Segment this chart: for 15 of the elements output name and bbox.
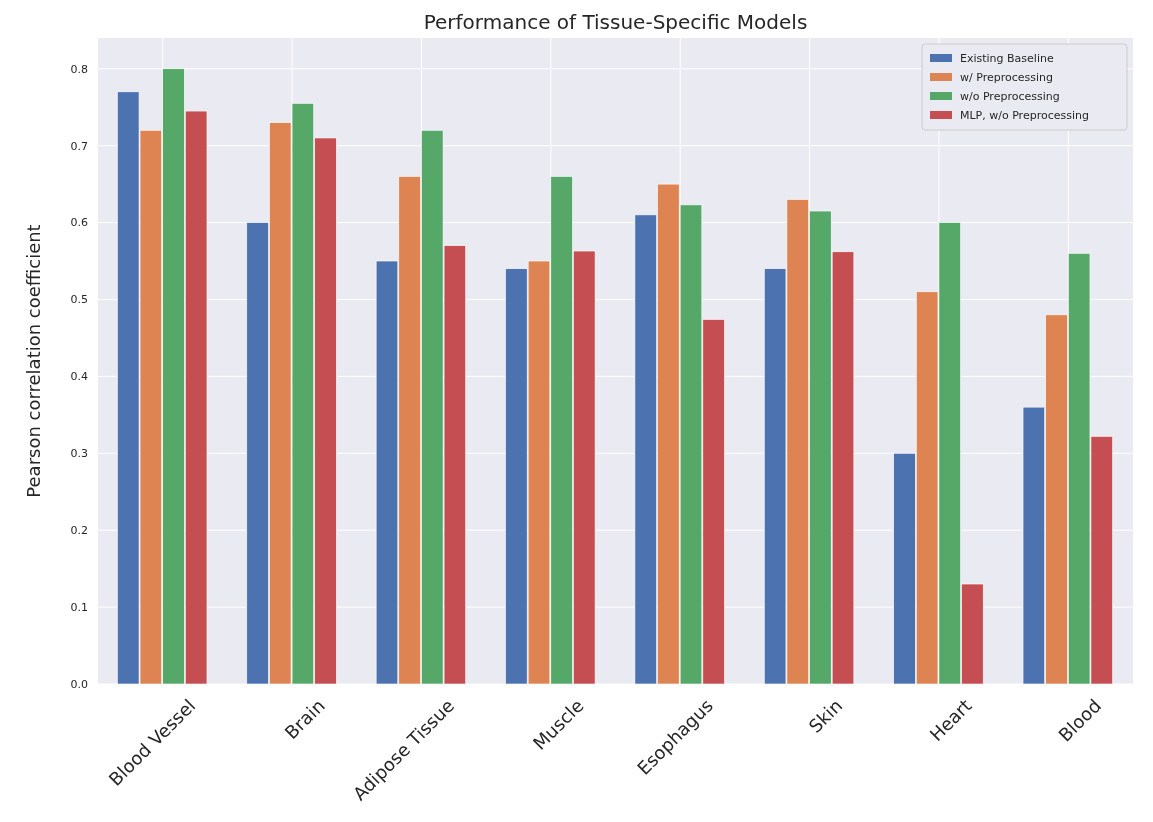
legend-label: w/ Preprocessing	[960, 70, 1053, 84]
y-tick-label: 0.4	[70, 370, 88, 384]
y-tick-label: 0.3	[70, 447, 88, 461]
y-tick-label: 0.7	[70, 139, 88, 153]
chart-title: Performance of Tissue-Specific Models	[423, 10, 808, 34]
y-tick-label: 0.0	[70, 677, 88, 691]
y-tick-label: 0.5	[70, 293, 88, 307]
y-tick-label: 0.1	[70, 600, 88, 614]
legend-label: Existing Baseline	[960, 51, 1054, 65]
y-tick-label: 0.2	[70, 524, 88, 538]
y-tick-label: 0.8	[70, 62, 88, 76]
legend-label: w/o Preprocessing	[960, 89, 1060, 103]
legend-label: MLP, w/o Preprocessing	[960, 108, 1089, 122]
y-tick-label: 0.6	[70, 216, 88, 230]
y-axis-title: Pearson correlation coefficient	[23, 224, 44, 498]
